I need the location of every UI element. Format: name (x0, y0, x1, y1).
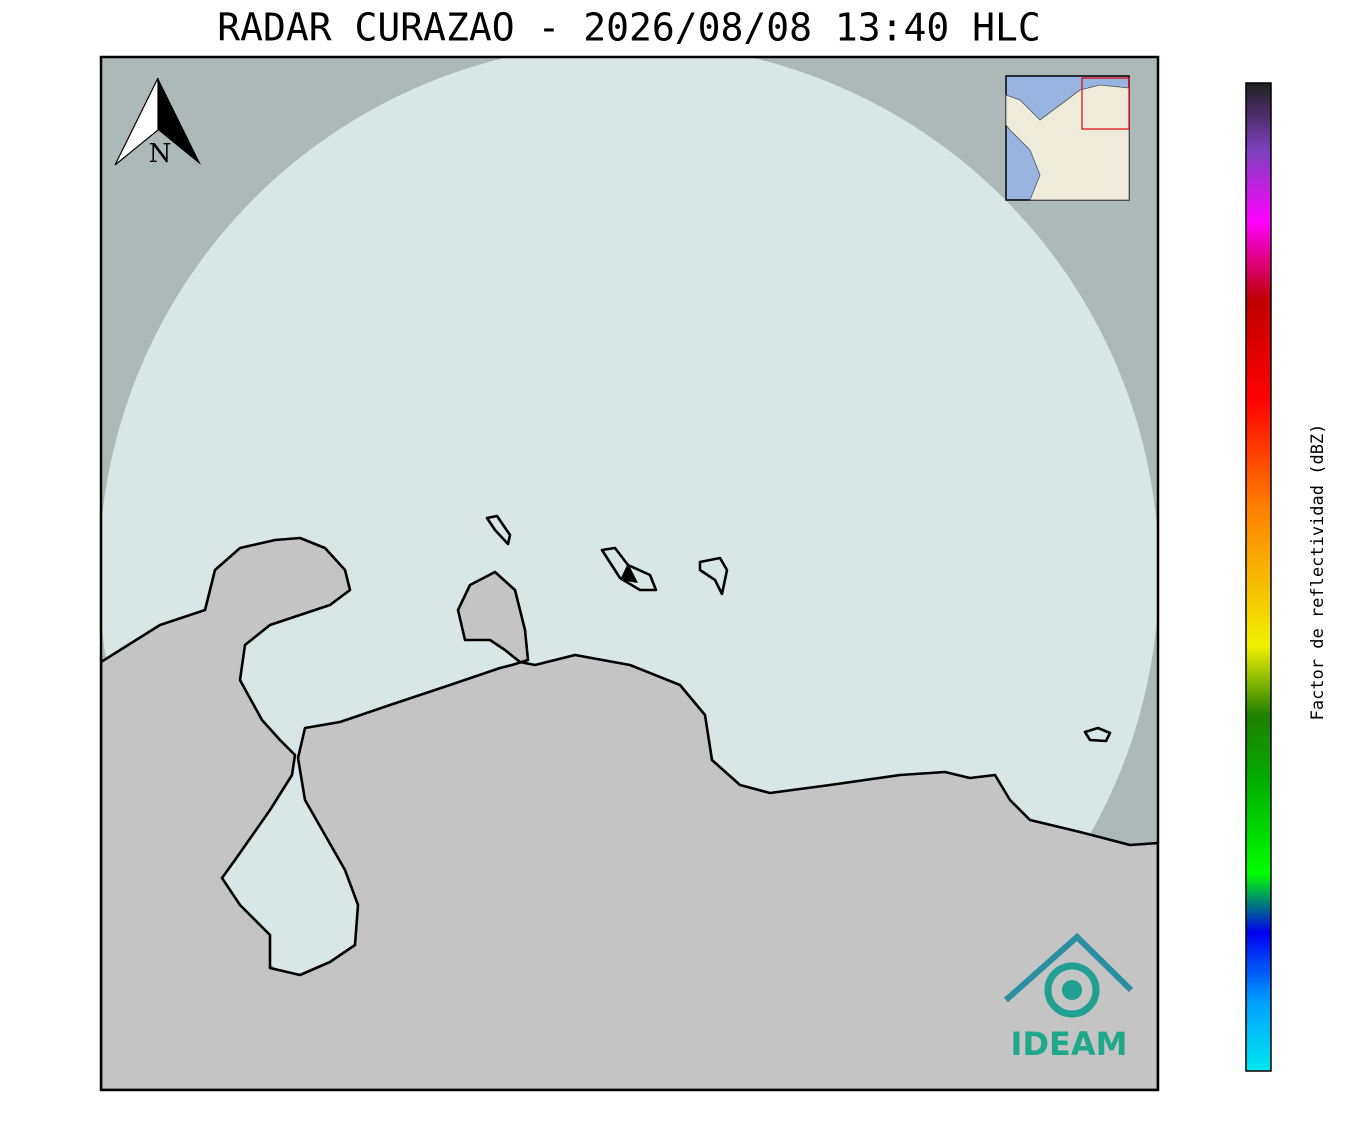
colorbar (1245, 82, 1272, 1072)
logo-text: IDEAM (1011, 1025, 1128, 1063)
logo: IDEAM (1004, 932, 1134, 1063)
map: N IDEAM (101, 57, 1158, 1090)
north-label: N (149, 139, 172, 169)
title: RADAR CURAZAO - 2026/08/08 13:40 HLC (217, 6, 1041, 50)
margarita (1083, 726, 1112, 743)
bonaire (698, 556, 729, 596)
radar-site (620, 563, 638, 583)
aruba (485, 514, 512, 546)
inset-map (1005, 75, 1130, 201)
north-arrow: N (114, 77, 201, 169)
map-frame (99, 55, 1160, 1092)
colorbar-label: Factor de reflectividad (dBZ) (1308, 424, 1328, 721)
